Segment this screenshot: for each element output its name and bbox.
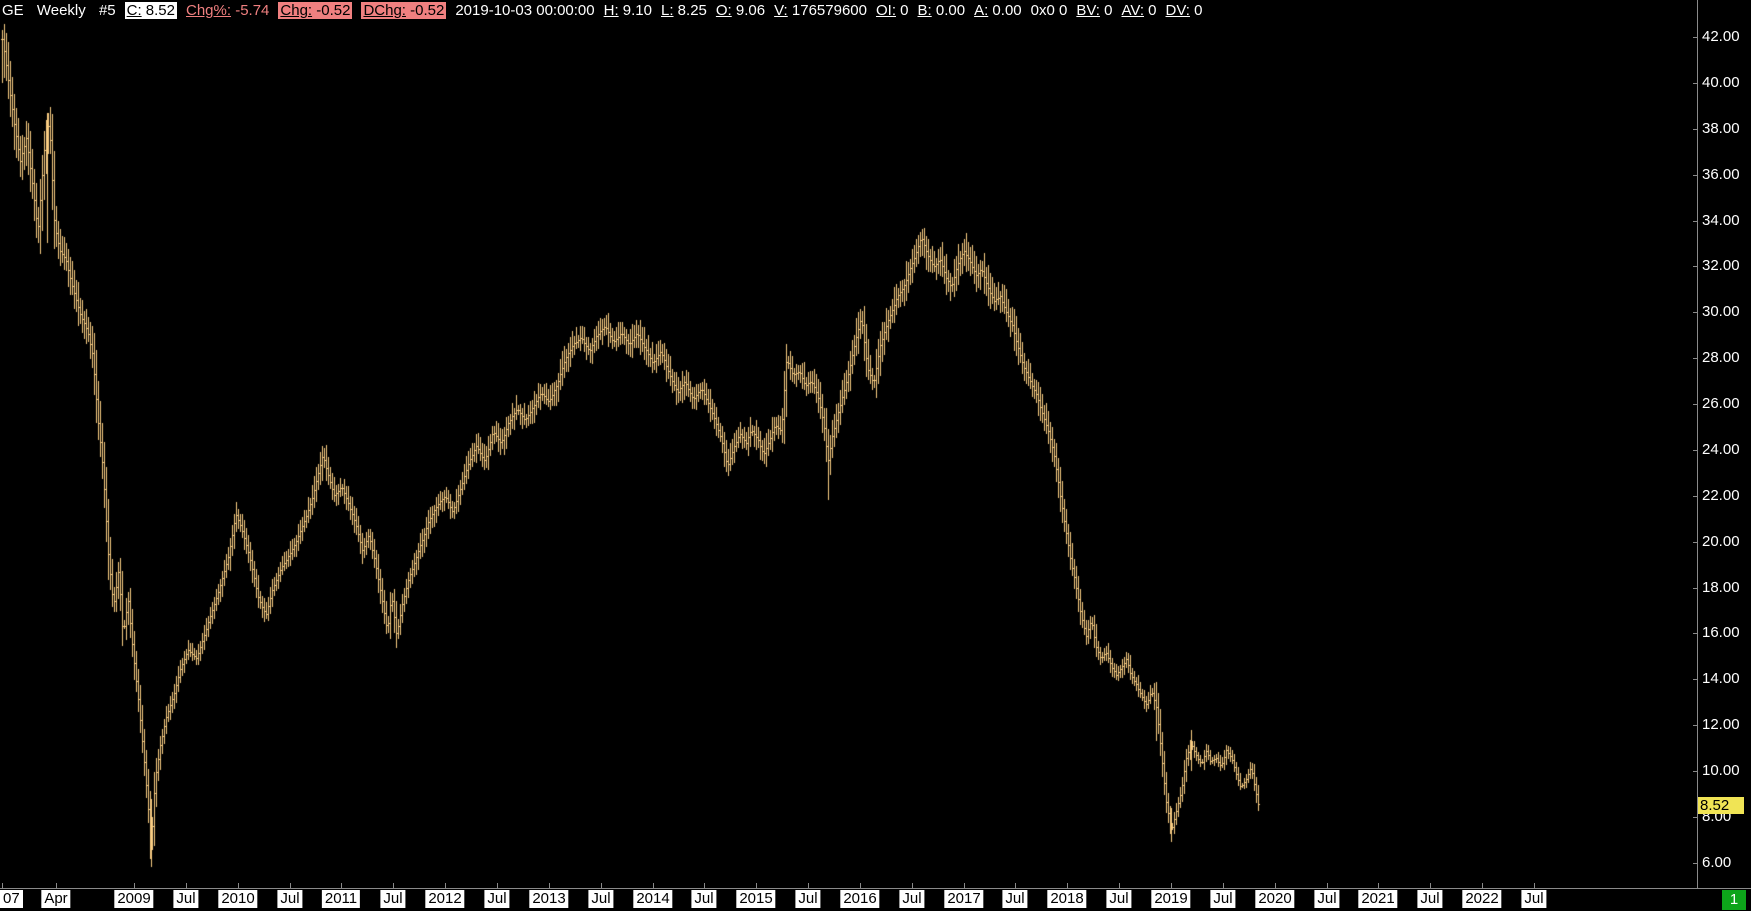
header-field-label: H:	[603, 2, 619, 19]
header-field-dchg: DChg: -0.52	[361, 2, 447, 19]
header-field-label: V:	[774, 2, 788, 19]
header-field-h: H: 9.10	[603, 2, 652, 19]
header-field-label: O:	[715, 2, 732, 19]
current-price-value: 8.52	[1700, 797, 1730, 814]
period-label: Weekly	[36, 2, 86, 19]
header-field-label: C:	[126, 2, 142, 19]
header-field-20191003000000: 2019-10-03 00:00:00	[455, 2, 595, 19]
header-field-oi: OI: 0	[875, 2, 909, 19]
header-field-l: L: 8.25	[661, 2, 707, 19]
header-field-0x00: 0x0 0	[1030, 2, 1068, 19]
header-field-label: L:	[661, 2, 674, 19]
header-field-chg: Chg: -0.52	[278, 2, 353, 19]
chart-header-bar: GE Weekly #5 C: 8.52 Chg%: -5.74 Chg: -0.52…	[2, 0, 1692, 21]
page-indicator-value: 1	[1729, 891, 1739, 908]
time-axis-line	[0, 888, 1751, 889]
header-field-a: A: 0.00	[974, 2, 1022, 19]
header-field-label: B:	[917, 2, 932, 19]
header-field-dv: DV: 0	[1165, 2, 1203, 19]
header-field-label: Chg:	[280, 2, 313, 19]
chart-number-label: #5	[98, 2, 116, 19]
header-field-chg: Chg%: -5.74	[186, 2, 270, 19]
header-field-label: Chg%:	[186, 2, 232, 19]
header-field-o: O: 9.06	[715, 2, 766, 19]
header-field-b: B: 0.00	[917, 2, 966, 19]
header-field-c: C: 8.52	[124, 2, 177, 19]
header-field-label: DChg:	[363, 2, 406, 19]
header-field-label: BV:	[1076, 2, 1100, 19]
header-field-label: AV:	[1121, 2, 1144, 19]
symbol-label: GE	[2, 2, 24, 19]
header-field-av: AV: 0	[1121, 2, 1157, 19]
header-field-bv: BV: 0	[1076, 2, 1113, 19]
header-field-label: A:	[974, 2, 989, 19]
header-field-label: OI:	[875, 2, 896, 19]
current-price-label: 8.52	[1698, 797, 1744, 814]
page-indicator-badge[interactable]: 1	[1722, 890, 1746, 910]
price-axis-line	[1697, 0, 1698, 889]
header-field-label: DV:	[1165, 2, 1190, 19]
header-field-v: V: 176579600	[774, 2, 867, 19]
header-quote-fields: C: 8.52 Chg%: -5.74 Chg: -0.52 DChg: -0.52 2…	[124, 2, 1212, 19]
